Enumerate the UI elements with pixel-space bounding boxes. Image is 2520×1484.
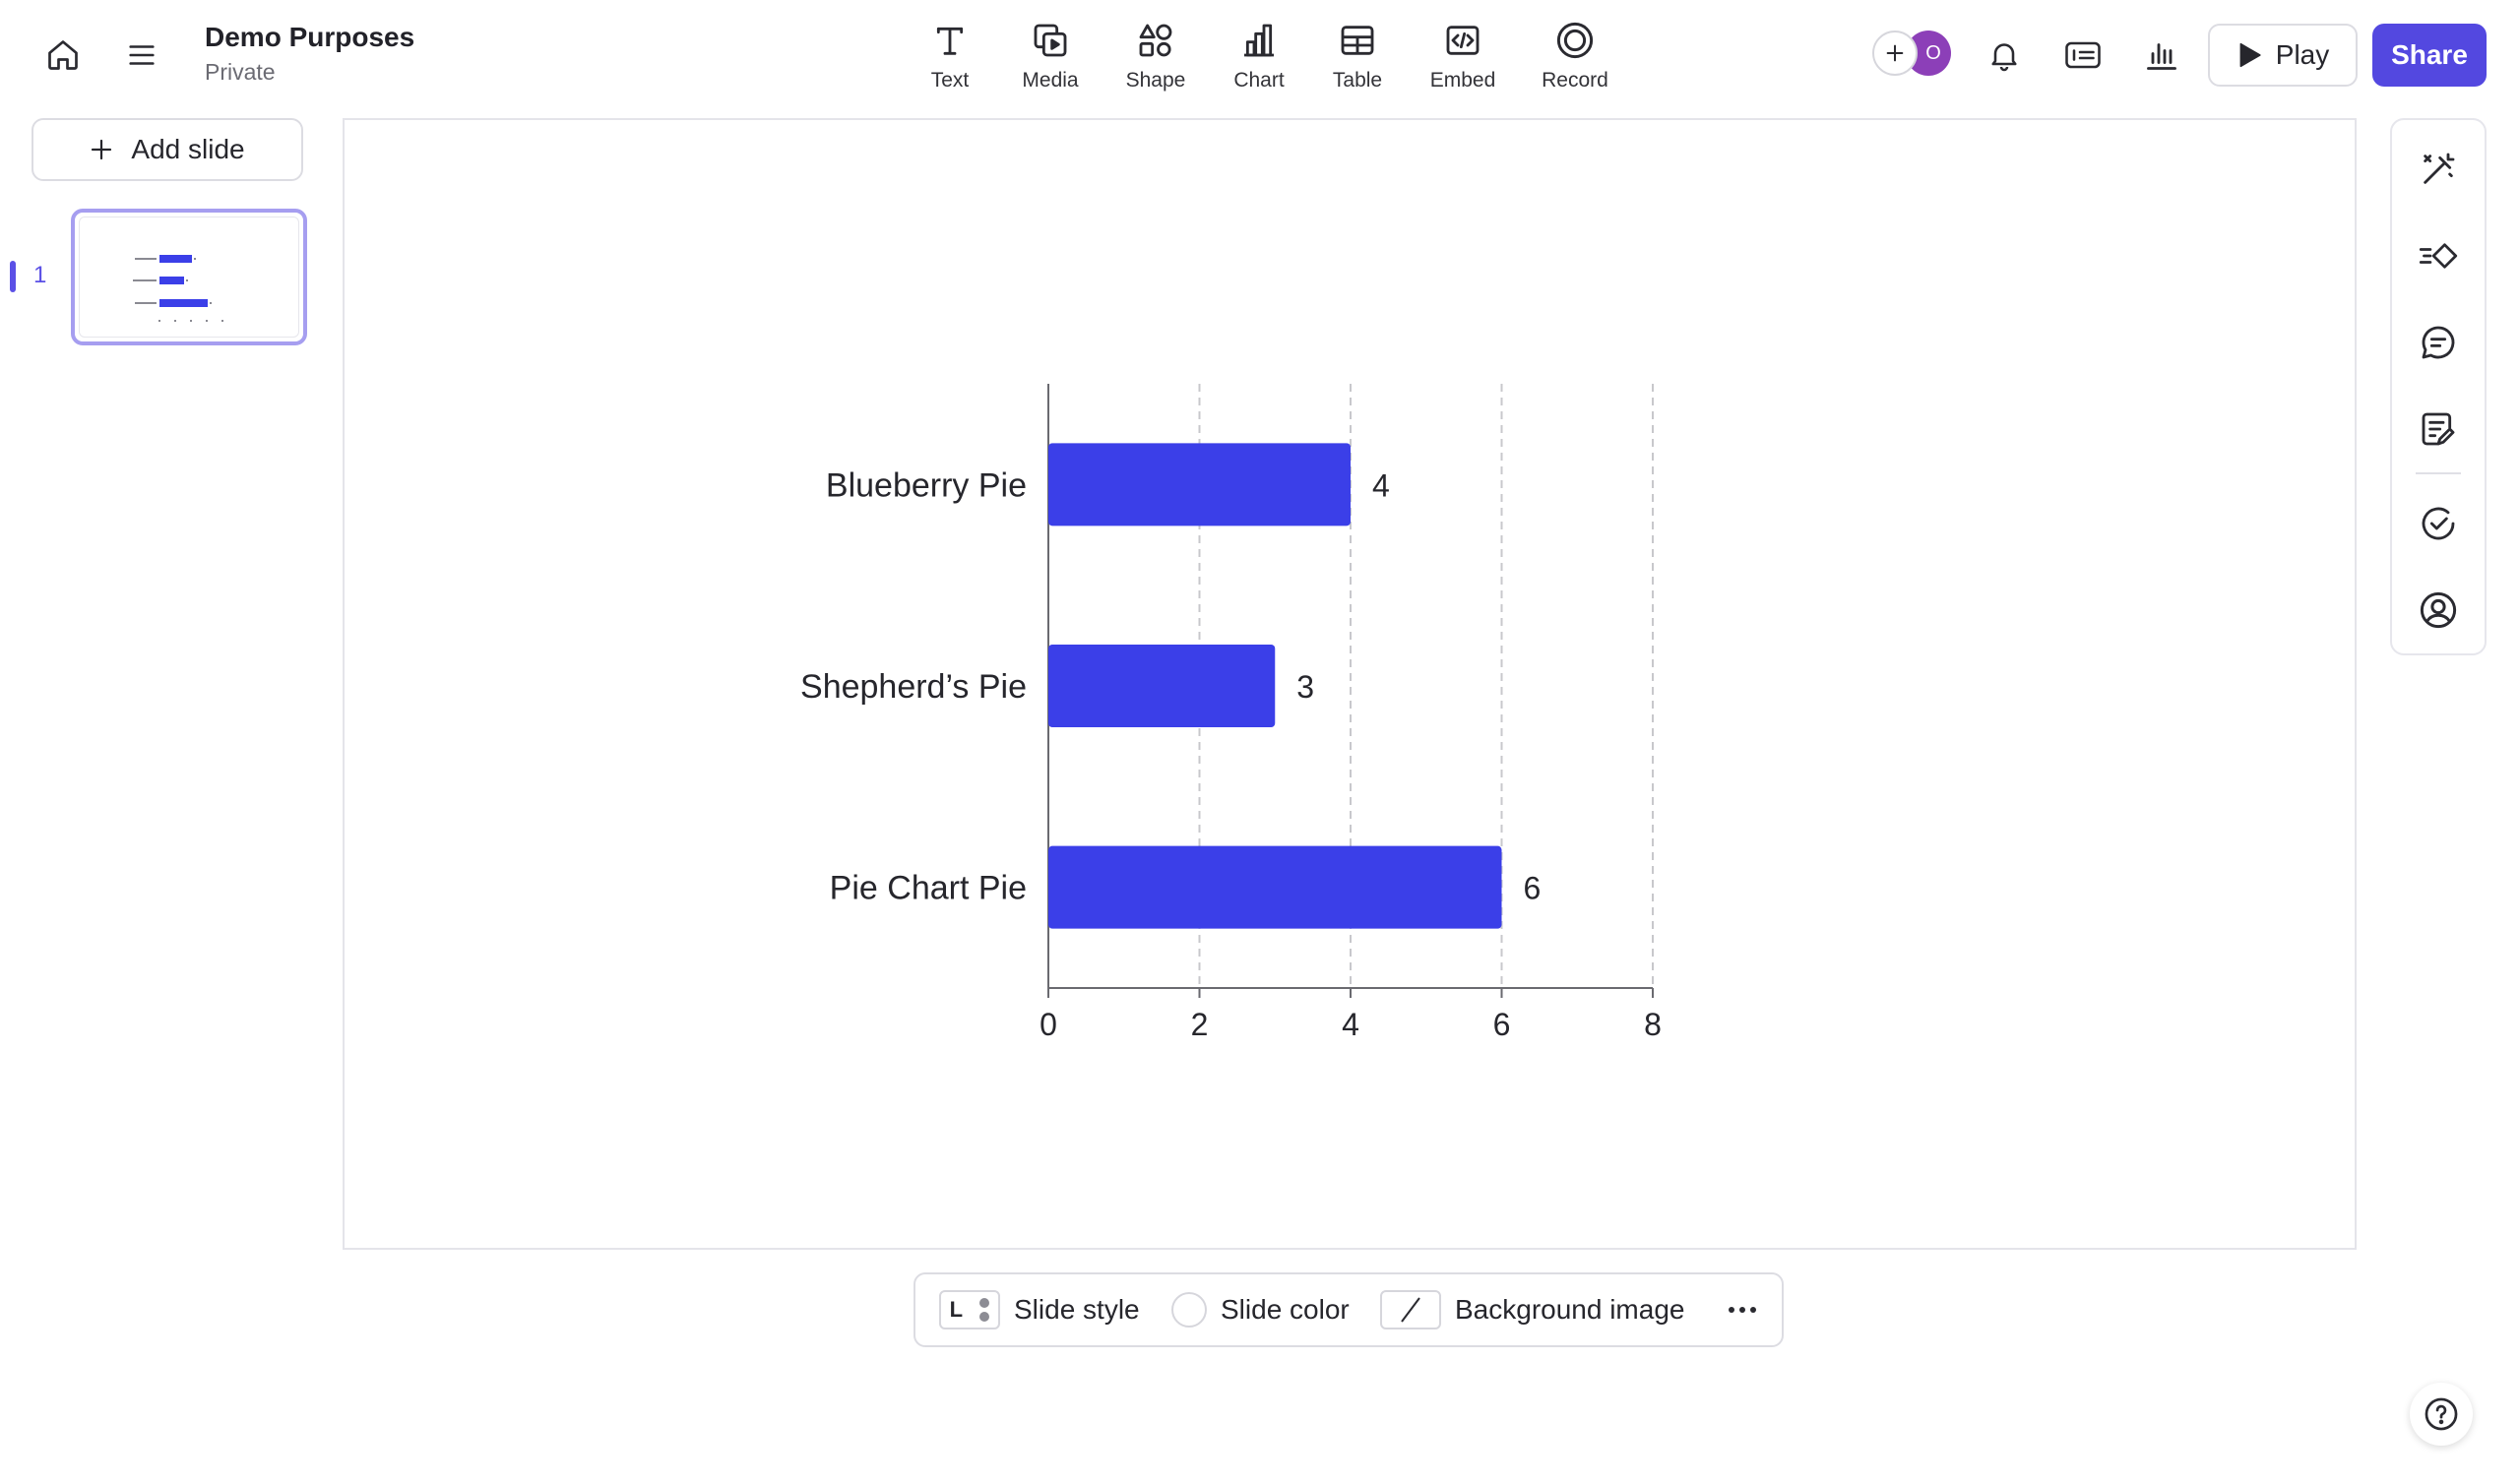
avatar[interactable]: O [1906, 31, 1951, 76]
bar-1 [1048, 645, 1276, 727]
design-button[interactable] [2392, 135, 2485, 204]
slide-number: 1 [33, 262, 47, 288]
tool-shape-label: Shape [1125, 69, 1186, 92]
x-tick-label-2: 4 [1342, 1007, 1359, 1042]
data-label-2: 6 [1524, 871, 1542, 906]
help-button[interactable] [2410, 1383, 2473, 1446]
tool-text-label: Text [930, 69, 970, 92]
review-button[interactable] [2392, 489, 2485, 558]
category-label-1: Shepherd’s Pie [800, 668, 1027, 706]
tool-record-label: Record [1542, 69, 1608, 92]
play-label: Play [2275, 39, 2330, 70]
slide-thumbnail-preview [79, 216, 299, 338]
chart-icon [1244, 24, 1274, 57]
help-icon [2425, 1397, 2458, 1431]
home-button[interactable] [37, 30, 89, 81]
tool-media[interactable]: Media [1003, 16, 1098, 96]
notifications-button[interactable] [1979, 30, 2030, 81]
slide-color-swatch [1171, 1292, 1207, 1328]
profile-button[interactable] [2392, 576, 2485, 645]
data-label-0: 4 [1372, 467, 1390, 503]
slide-style-swatch: L [939, 1290, 1000, 1329]
tool-embed-label: Embed [1429, 69, 1496, 92]
slide-thumbnail[interactable] [71, 209, 307, 345]
interaction-icon [2419, 243, 2458, 269]
tool-table-label: Table [1332, 69, 1383, 92]
tool-shape[interactable]: Shape [1108, 16, 1203, 96]
bar-2 [1048, 845, 1502, 929]
x-tick-label-1: 2 [1191, 1007, 1209, 1042]
slide-settings-bar: L Slide style Slide color Background ima… [914, 1272, 1784, 1347]
tool-text[interactable]: Text [903, 16, 997, 96]
speaker-notes-button[interactable] [2392, 395, 2485, 464]
category-label-2: Pie Chart Pie [830, 870, 1027, 907]
play-button[interactable]: Play [2208, 24, 2358, 87]
slide-canvas[interactable]: 0 2 4 6 8 Blueberry Pie 4 Shepherd’s Pie 3 Pie Ch… [343, 118, 2357, 1250]
bar-chart[interactable]: 0 2 4 6 8 Blueberry Pie 4 Shepherd’s Pie 3 Pie Ch… [345, 120, 2359, 1252]
x-tick-label-0: 0 [1040, 1007, 1057, 1042]
slide-color-button[interactable]: Slide color [1171, 1274, 1350, 1345]
tool-table[interactable]: Table [1310, 16, 1405, 96]
home-icon [48, 40, 78, 70]
comment-icon [2422, 326, 2455, 359]
rail-divider [2416, 472, 2461, 474]
x-tick-label-4: 8 [1644, 1007, 1662, 1042]
media-icon [1034, 24, 1067, 57]
category-label-0: Blueberry Pie [826, 466, 1027, 504]
share-button[interactable]: Share [2372, 24, 2487, 87]
more-options-button[interactable] [1721, 1274, 1764, 1345]
invite-button[interactable] [1872, 31, 1918, 76]
quiz-button[interactable] [2055, 30, 2110, 81]
slide-style-letter: L [949, 1297, 964, 1322]
document-visibility: Private [205, 59, 276, 85]
interactions-button[interactable] [2392, 221, 2485, 290]
document-title[interactable]: Demo Purposes [205, 22, 415, 52]
slide-style-button[interactable]: L Slide style [939, 1274, 1140, 1345]
hamburger-icon [129, 45, 155, 65]
background-image-swatch [1380, 1290, 1441, 1329]
tool-record[interactable]: Record [1528, 16, 1622, 96]
bell-icon [1991, 43, 2017, 72]
background-image-button[interactable]: Background image [1380, 1274, 1684, 1345]
slide-style-label: Slide style [1014, 1294, 1140, 1325]
tool-chart[interactable]: Chart [1212, 16, 1306, 96]
table-icon [1341, 26, 1374, 55]
slide-color-label: Slide color [1221, 1294, 1350, 1325]
comments-button[interactable] [2392, 308, 2485, 377]
collaborators: O [1872, 31, 1953, 78]
embed-icon [1446, 26, 1480, 55]
bar-0 [1048, 443, 1351, 526]
more-horizontal-icon [1729, 1307, 1756, 1313]
notes-icon [2422, 412, 2455, 446]
style-dots-icon [979, 1298, 990, 1322]
top-bar: Demo Purposes Private Text Media Shape C… [0, 0, 2520, 112]
magic-icon [2424, 153, 2455, 184]
check-icon [2422, 507, 2455, 540]
profile-icon [2420, 591, 2457, 629]
tool-media-label: Media [1022, 69, 1079, 92]
text-icon [936, 27, 964, 55]
tool-chart-label: Chart [1233, 69, 1285, 92]
data-label-1: 3 [1296, 669, 1314, 705]
selected-slide-indicator [10, 261, 16, 292]
plus-icon [92, 139, 112, 160]
play-icon [2239, 42, 2261, 68]
right-rail [2390, 118, 2487, 655]
tool-embed[interactable]: Embed [1416, 16, 1510, 96]
results-button[interactable] [2136, 30, 2187, 81]
record-icon [1556, 22, 1594, 59]
menu-button[interactable] [116, 30, 167, 81]
bar-chart-icon [2147, 43, 2176, 70]
quiz-icon [2065, 41, 2101, 69]
background-image-label: Background image [1455, 1294, 1685, 1325]
add-slide-button[interactable]: Add slide [32, 118, 303, 181]
no-image-icon [1401, 1297, 1420, 1323]
thumbnail-chart-preview [133, 255, 223, 322]
shape-icon [1139, 24, 1172, 57]
add-slide-label: Add slide [131, 134, 245, 164]
x-tick-label-3: 6 [1493, 1007, 1511, 1042]
plus-icon [1886, 44, 1904, 62]
